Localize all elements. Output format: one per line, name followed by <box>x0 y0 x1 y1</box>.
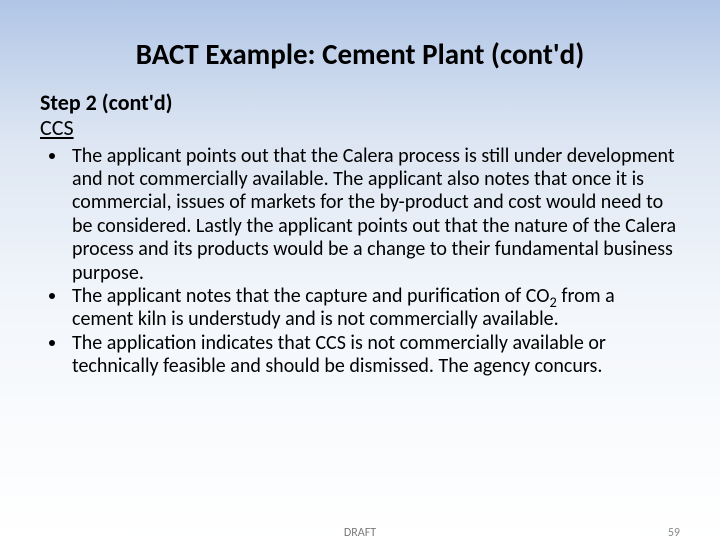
footer-draft-label: DRAFT <box>344 526 376 540</box>
bullet-list: The applicant points out that the Calera… <box>40 145 680 379</box>
slide-container: BACT Example: Cement Plant (cont'd) Step… <box>0 0 720 540</box>
list-item: The applicant notes that the capture and… <box>68 285 680 332</box>
subheading: CCS <box>40 115 680 140</box>
page-number: 59 <box>668 526 680 540</box>
list-item: The applicant points out that the Calera… <box>68 145 680 285</box>
step-heading: Step 2 (cont'd) <box>40 90 680 115</box>
list-item: The application indicates that CCS is no… <box>68 332 680 379</box>
slide-title: BACT Example: Cement Plant (cont'd) <box>40 36 680 72</box>
